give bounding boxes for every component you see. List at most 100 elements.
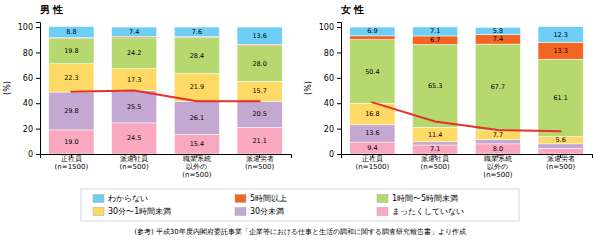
legend-label: 30分未満 — [250, 207, 284, 216]
data-label: 13.6 — [252, 32, 266, 40]
bar-segment — [475, 35, 520, 44]
bar-series — [49, 27, 282, 45]
y-tick-label: 40 — [324, 99, 334, 108]
bar-segment — [413, 27, 458, 36]
bar-segment — [49, 130, 94, 154]
data-label: 24.2 — [127, 49, 141, 57]
bar-segment — [237, 81, 282, 101]
legend-item: 1時間〜5時間未満 — [377, 194, 458, 203]
legend-swatch — [93, 195, 104, 203]
y-tick-mark — [337, 103, 341, 104]
x-tick-label: 正社員(n=1500) — [356, 155, 390, 171]
bar-segment — [350, 125, 395, 142]
y-tick-label: 80 — [324, 49, 334, 58]
bar-segment — [413, 127, 458, 141]
bar-segment — [413, 36, 458, 45]
x-tick-label-line: 派遣労者 — [547, 155, 575, 163]
bar-segment — [49, 39, 94, 64]
bar-segment — [475, 130, 520, 140]
chart-svg: 020406080100正社員(n=1500)派遣社員(n=500)職業系統以外… — [0, 0, 600, 240]
y-axis-line — [36, 23, 41, 155]
footnote: (参考) 平成30年度内閣府委託事業「企業等における仕事と生活の調和に関する調査… — [134, 228, 466, 236]
data-label: 8.8 — [66, 28, 76, 36]
x-tick-label-line: (n=1500) — [55, 163, 89, 171]
y-tick: 40 — [324, 99, 341, 108]
legend-label: 5時間以上 — [250, 194, 287, 203]
bar-segment — [350, 27, 395, 36]
x-tick-label-line: (n=500) — [546, 163, 575, 171]
x-tick: 職業系統以外の(n=500) — [182, 154, 211, 179]
x-tick-label: 正社員(n=1500) — [55, 155, 89, 171]
y-tick: 100 — [18, 23, 40, 32]
x-tick-label-line: 職業系統 — [484, 155, 512, 163]
bar-segment — [174, 27, 219, 37]
data-label: 21.9 — [190, 83, 204, 91]
chart-title: 女 性 — [340, 4, 364, 15]
data-label: 7.1 — [430, 27, 440, 35]
data-label: 19.8 — [64, 47, 78, 55]
y-tick-label: 100 — [18, 23, 33, 32]
y-axis: 0 20 40 60 80 100 — [319, 23, 342, 160]
data-labels: 9.47.18.013.616.811.47.75.650.465.367.76… — [365, 27, 568, 153]
x-tick: 派遣社員(n=500) — [421, 154, 450, 171]
data-label: 7.7 — [493, 131, 503, 139]
x-tick-label: 派遣労者(n=500) — [245, 155, 274, 171]
bar-segment — [350, 40, 395, 104]
bar-segment — [475, 144, 520, 154]
y-tick-label: 60 — [324, 74, 334, 83]
chart-panel: 020406080100正社員(n=1500)派遣社員(n=500)職業系統以外… — [304, 4, 593, 179]
y-tick-mark — [337, 154, 341, 155]
legend-item: 30分未満 — [235, 207, 284, 216]
x-tick-label-line: 正社員 — [61, 155, 82, 163]
x-tick: 派遣社員(n=500) — [120, 154, 149, 171]
bar-segment — [112, 69, 157, 91]
y-tick-label: 20 — [324, 125, 334, 134]
data-label: 50.4 — [365, 68, 379, 76]
x-tick-label-line: 派遣社員 — [120, 155, 148, 163]
x-tick: 正社員(n=1500) — [356, 154, 390, 171]
y-tick-mark — [337, 27, 341, 28]
legend-swatch — [377, 208, 388, 216]
x-tick-label-line: (n=500) — [245, 163, 274, 171]
x-tick-label-line: 職業系統 — [183, 155, 211, 163]
bar-segment — [538, 148, 583, 154]
bar-segment — [237, 27, 282, 44]
data-label: 21.1 — [252, 137, 266, 145]
legend-swatch — [235, 208, 246, 216]
y-tick: 0 — [329, 150, 341, 159]
data-label: 25.5 — [127, 103, 141, 111]
bar-segment — [237, 46, 282, 82]
y-tick: 20 — [23, 125, 40, 134]
data-label: 19.0 — [64, 138, 78, 146]
data-label: 67.7 — [491, 83, 505, 91]
data-label: 7.1 — [430, 145, 440, 153]
x-tick-label: 職業系統以外の(n=500) — [182, 155, 211, 179]
y-tick-label: 0 — [329, 150, 334, 159]
legend-label: 30分〜1時間未満 — [108, 207, 171, 216]
x-axis: 正社員(n=1500)派遣社員(n=500)職業系統以外の(n=500)派遣労者… — [41, 154, 292, 179]
y-tick-mark — [337, 78, 341, 79]
y-tick-mark — [36, 103, 40, 104]
y-tick: 100 — [319, 23, 341, 32]
legend-item: まったくしていない — [377, 207, 464, 216]
x-tick-label-line: 派遣労者 — [246, 155, 274, 163]
plot-marks — [49, 27, 282, 154]
data-label: 15.4 — [190, 140, 204, 148]
data-label: 29.8 — [64, 107, 78, 115]
y-tick-label: 0 — [28, 150, 33, 159]
bar-segment — [237, 101, 282, 127]
data-label: 22.3 — [64, 74, 78, 82]
legend-item: 30分〜1時間未満 — [93, 207, 171, 216]
bar-segment — [475, 140, 520, 144]
y-tick-mark — [36, 154, 40, 155]
y-tick-label: 60 — [23, 74, 33, 83]
bar-segment — [538, 27, 583, 43]
legend-label: まったくしていない — [392, 207, 464, 216]
y-tick-mark — [337, 129, 341, 130]
bar-segment — [475, 27, 520, 34]
bar-segment — [538, 42, 583, 59]
legend-item: 5時間以上 — [235, 194, 287, 203]
line-series — [372, 102, 560, 131]
bar-segment — [413, 145, 458, 154]
bar-segment — [174, 37, 219, 73]
